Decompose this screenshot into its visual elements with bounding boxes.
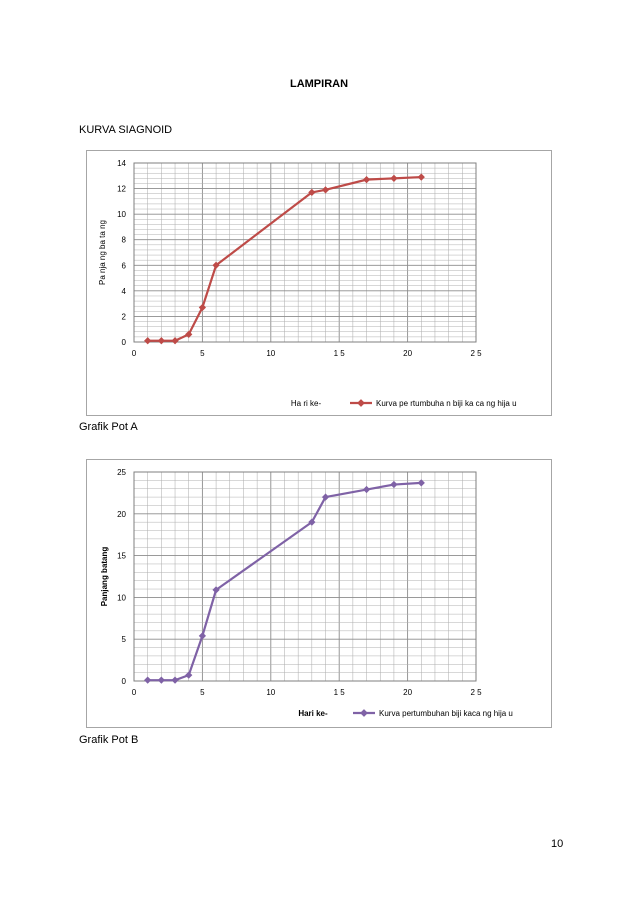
data-point xyxy=(390,480,398,489)
y-axis-label: Panjang batang xyxy=(100,547,109,607)
data-point xyxy=(212,586,220,594)
y-tick-label: 12 xyxy=(117,185,126,194)
legend-label: Kurva pe rtumbuha n biji ka ca ng hija u xyxy=(376,399,517,408)
y-tick-label: 10 xyxy=(117,593,126,602)
x-tick-label: 5 xyxy=(200,349,205,358)
legend-marker xyxy=(357,399,365,407)
y-tick-label: 8 xyxy=(122,236,127,245)
y-tick-label: 4 xyxy=(122,287,127,296)
data-point xyxy=(157,337,165,345)
x-axis-label: Ha ri ke- xyxy=(291,399,322,408)
x-tick-label: 0 xyxy=(132,349,137,358)
data-point xyxy=(144,676,152,684)
data-point xyxy=(212,261,220,269)
data-point xyxy=(185,330,193,338)
gridlines xyxy=(133,162,477,343)
chart-b-frame: 0 5 10 15 20 25 0 5 10 1 5 20 2 5 Panjang batang Hari… xyxy=(86,459,552,728)
data-point xyxy=(157,676,165,684)
data-point xyxy=(198,303,207,312)
data-point xyxy=(417,173,425,181)
plot-border xyxy=(133,471,477,682)
x-tick-label: 2 5 xyxy=(470,688,482,697)
x-tick-label: 2 5 xyxy=(470,349,482,358)
chart-b-caption: Grafik Pot B xyxy=(79,734,139,746)
section-label: KURVA SIAGNOID xyxy=(79,124,173,136)
y-tick-label: 14 xyxy=(117,159,126,168)
data-point xyxy=(308,188,316,197)
x-tick-label: 1 5 xyxy=(334,349,346,358)
data-point xyxy=(417,479,425,487)
x-tick-label: 1 5 xyxy=(334,688,346,697)
x-tick-label: 20 xyxy=(403,349,412,358)
plot-area xyxy=(134,472,476,681)
legend-label: Kurva pertumbuhan biji kaca ng hija u xyxy=(379,709,513,718)
y-tick-label: 2 xyxy=(122,312,127,321)
chart-a-caption: Grafik Pot A xyxy=(79,421,138,433)
x-tick-label: 10 xyxy=(266,349,275,358)
y-tick-label: 15 xyxy=(117,552,126,561)
x-tick-label: 10 xyxy=(266,688,275,697)
page-title: LAMPIRAN xyxy=(289,78,349,90)
y-tick-label: 0 xyxy=(122,677,127,686)
y-tick-label: 25 xyxy=(117,468,126,477)
x-tick-label: 0 xyxy=(132,688,137,697)
x-tick-label: 5 xyxy=(200,688,205,697)
y-tick-label: 10 xyxy=(117,210,126,219)
data-point xyxy=(198,632,207,640)
plot-area xyxy=(134,163,476,342)
chart-a-frame: 0 2 4 6 8 10 12 14 0 5 10 1 5 20 2 5 Pa nja ng ba ta n… xyxy=(86,150,552,416)
data-point xyxy=(321,186,330,194)
data-point xyxy=(171,337,179,345)
data-point xyxy=(321,493,330,501)
data-point xyxy=(185,671,193,679)
data-point xyxy=(362,485,371,494)
y-tick-label: 5 xyxy=(122,635,127,644)
chart-a: 0 2 4 6 8 10 12 14 0 5 10 1 5 20 2 5 Pa nja ng ba ta n… xyxy=(98,159,517,408)
y-axis-label: Pa nja ng ba ta ng xyxy=(98,220,107,285)
data-point xyxy=(144,337,152,345)
data-point xyxy=(308,518,316,526)
data-point xyxy=(390,174,398,182)
x-axis-label: Hari ke- xyxy=(298,709,328,718)
data-point xyxy=(171,676,179,684)
plot-border xyxy=(133,162,477,343)
y-tick-label: 20 xyxy=(117,510,126,519)
legend-marker xyxy=(360,709,368,717)
x-tick-label: 20 xyxy=(403,688,412,697)
data-point xyxy=(362,175,371,184)
page-number: 10 xyxy=(551,838,564,850)
y-tick-label: 0 xyxy=(122,338,127,347)
y-tick-label: 6 xyxy=(122,261,127,270)
